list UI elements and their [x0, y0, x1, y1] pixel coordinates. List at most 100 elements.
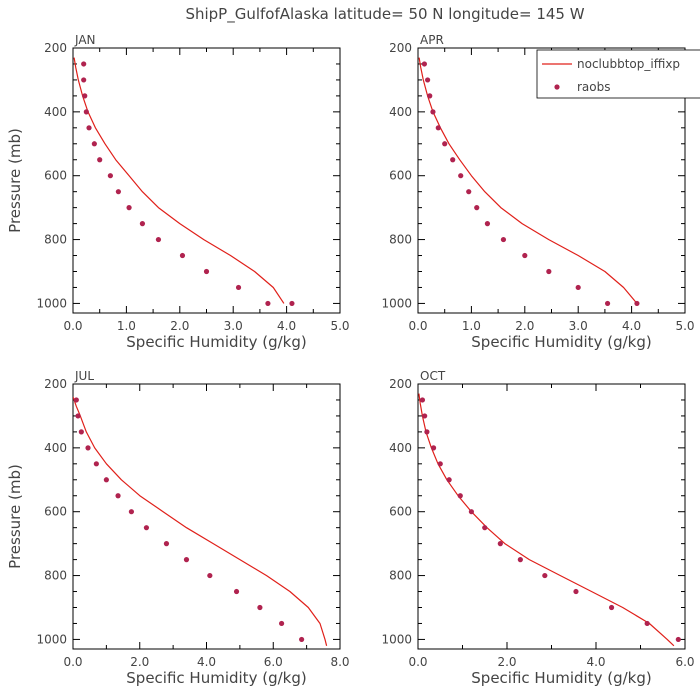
- raobs-point: [484, 221, 491, 227]
- legend-box: [536, 49, 700, 99]
- raobs-point: [73, 397, 79, 403]
- raobs-point: [128, 509, 135, 515]
- raobs-point: [207, 572, 213, 579]
- x-tick-label: 3.0: [224, 319, 243, 333]
- x-tick-label: 4.0: [197, 655, 216, 669]
- series-group: [418, 57, 640, 307]
- raobs-point: [93, 461, 99, 467]
- raobs-point: [91, 141, 97, 147]
- raobs-point: [81, 61, 87, 67]
- raobs-point: [497, 541, 503, 547]
- raobs-point: [442, 141, 448, 147]
- raobs-point: [634, 300, 640, 307]
- y-tick-label: 800: [389, 569, 412, 583]
- x-tick-label: 2.0: [130, 655, 149, 669]
- raobs-point: [435, 125, 441, 131]
- y-tick-label: 400: [44, 441, 67, 455]
- raobs-point: [458, 173, 464, 179]
- raobs-point: [75, 413, 81, 419]
- raobs-point: [278, 620, 285, 627]
- raobs-point: [419, 397, 426, 403]
- x-axis-title: Specific Humidity (g/kg): [126, 669, 306, 687]
- x-tick-label: 4.0: [622, 319, 641, 333]
- panel-apr: APR 0.0 1.0 2.0 3.0 4.0 5.0 200 400 600 800 1000 Spe…: [381, 33, 700, 351]
- series-group: [73, 57, 295, 307]
- raobs-point: [139, 221, 146, 227]
- y-tick-label: 1000: [381, 296, 412, 310]
- legend-marker-swatch: [554, 84, 560, 90]
- x-axis-title: Specific Humidity (g/kg): [471, 333, 651, 351]
- raobs-point: [466, 189, 472, 195]
- raobs-point: [450, 157, 456, 163]
- raobs-point: [573, 588, 579, 595]
- raobs-point: [604, 300, 611, 307]
- raobs-point: [183, 557, 190, 563]
- raobs-point: [468, 509, 474, 515]
- raobs-point: [421, 61, 428, 67]
- raobs-point: [289, 300, 295, 307]
- y-tick-label: 200: [44, 41, 67, 55]
- series-group: [73, 396, 328, 646]
- raobs-point: [474, 205, 480, 211]
- raobs-point: [546, 268, 552, 275]
- raobs-point: [115, 189, 121, 195]
- raobs-point: [97, 157, 103, 163]
- x-tick-label: 2.0: [515, 319, 534, 333]
- raobs-point: [427, 93, 433, 99]
- raobs-point: [126, 205, 132, 211]
- raobs-point: [203, 268, 210, 275]
- raobs-point: [81, 77, 87, 83]
- raobs-point: [107, 173, 113, 179]
- panel-jan: JAN 0.0 1.0 2.0 3.0 4.0 5.0 200 400 600 800 1000 Spe…: [6, 33, 350, 351]
- model-profile-line: [418, 57, 638, 304]
- x-tick-label: 5.0: [330, 319, 349, 333]
- raobs-point: [179, 252, 186, 259]
- raobs-point: [500, 236, 507, 243]
- y-tick-label: 400: [389, 105, 412, 119]
- panel-jul: JUL 0.0 2.0 4.0 6.0 8.0 200 400 600 800 1000 Specif…: [6, 369, 350, 687]
- panel-label: JUL: [74, 369, 94, 383]
- y-tick-label: 200: [389, 377, 412, 391]
- figure-title: ShipP_GulfofAlaska latitude= 50 N longit…: [185, 5, 584, 24]
- raobs-point: [257, 604, 263, 611]
- x-tick-label: 5.0: [675, 319, 694, 333]
- raobs-point: [85, 445, 91, 451]
- y-tick-label: 600: [44, 505, 67, 519]
- raobs-point: [143, 525, 150, 531]
- y-tick-label: 200: [389, 41, 412, 55]
- panel-label: APR: [420, 33, 444, 47]
- model-profile-line: [73, 396, 328, 646]
- x-tick-label: 4.0: [586, 655, 605, 669]
- y-tick-label: 600: [44, 169, 67, 183]
- raobs-point: [482, 525, 488, 531]
- raobs-point: [457, 493, 463, 499]
- x-tick-label: 6.0: [264, 655, 283, 669]
- x-axis-title: Specific Humidity (g/kg): [471, 669, 651, 687]
- model-profile-line: [73, 57, 285, 304]
- raobs-point: [430, 109, 436, 115]
- raobs-point: [235, 284, 242, 291]
- panel-label: OCT: [420, 369, 446, 383]
- y-tick-label: 200: [44, 377, 67, 391]
- raobs-point: [542, 572, 548, 579]
- raobs-point: [446, 477, 452, 483]
- raobs-point: [430, 445, 437, 451]
- x-tick-label: 1.0: [117, 319, 136, 333]
- x-axis-title: Specific Humidity (g/kg): [126, 333, 306, 351]
- model-profile-line: [418, 393, 675, 647]
- raobs-point: [522, 252, 528, 259]
- raobs-point: [299, 636, 305, 643]
- panel-label: JAN: [74, 33, 96, 47]
- raobs-point: [422, 413, 428, 419]
- legend-entry-label: raobs: [577, 80, 611, 94]
- y-tick-label: 600: [389, 169, 412, 183]
- plot-frame: [417, 383, 686, 650]
- y-tick-label: 1000: [381, 632, 412, 646]
- x-tick-label: 6.0: [675, 655, 694, 669]
- x-tick-label: 0.0: [408, 655, 427, 669]
- x-tick-label: 0.0: [63, 655, 82, 669]
- x-tick-label: 2.0: [170, 319, 189, 333]
- y-tick-label: 1000: [36, 296, 67, 310]
- raobs-point: [265, 300, 271, 307]
- x-tick-label: 1.0: [462, 319, 481, 333]
